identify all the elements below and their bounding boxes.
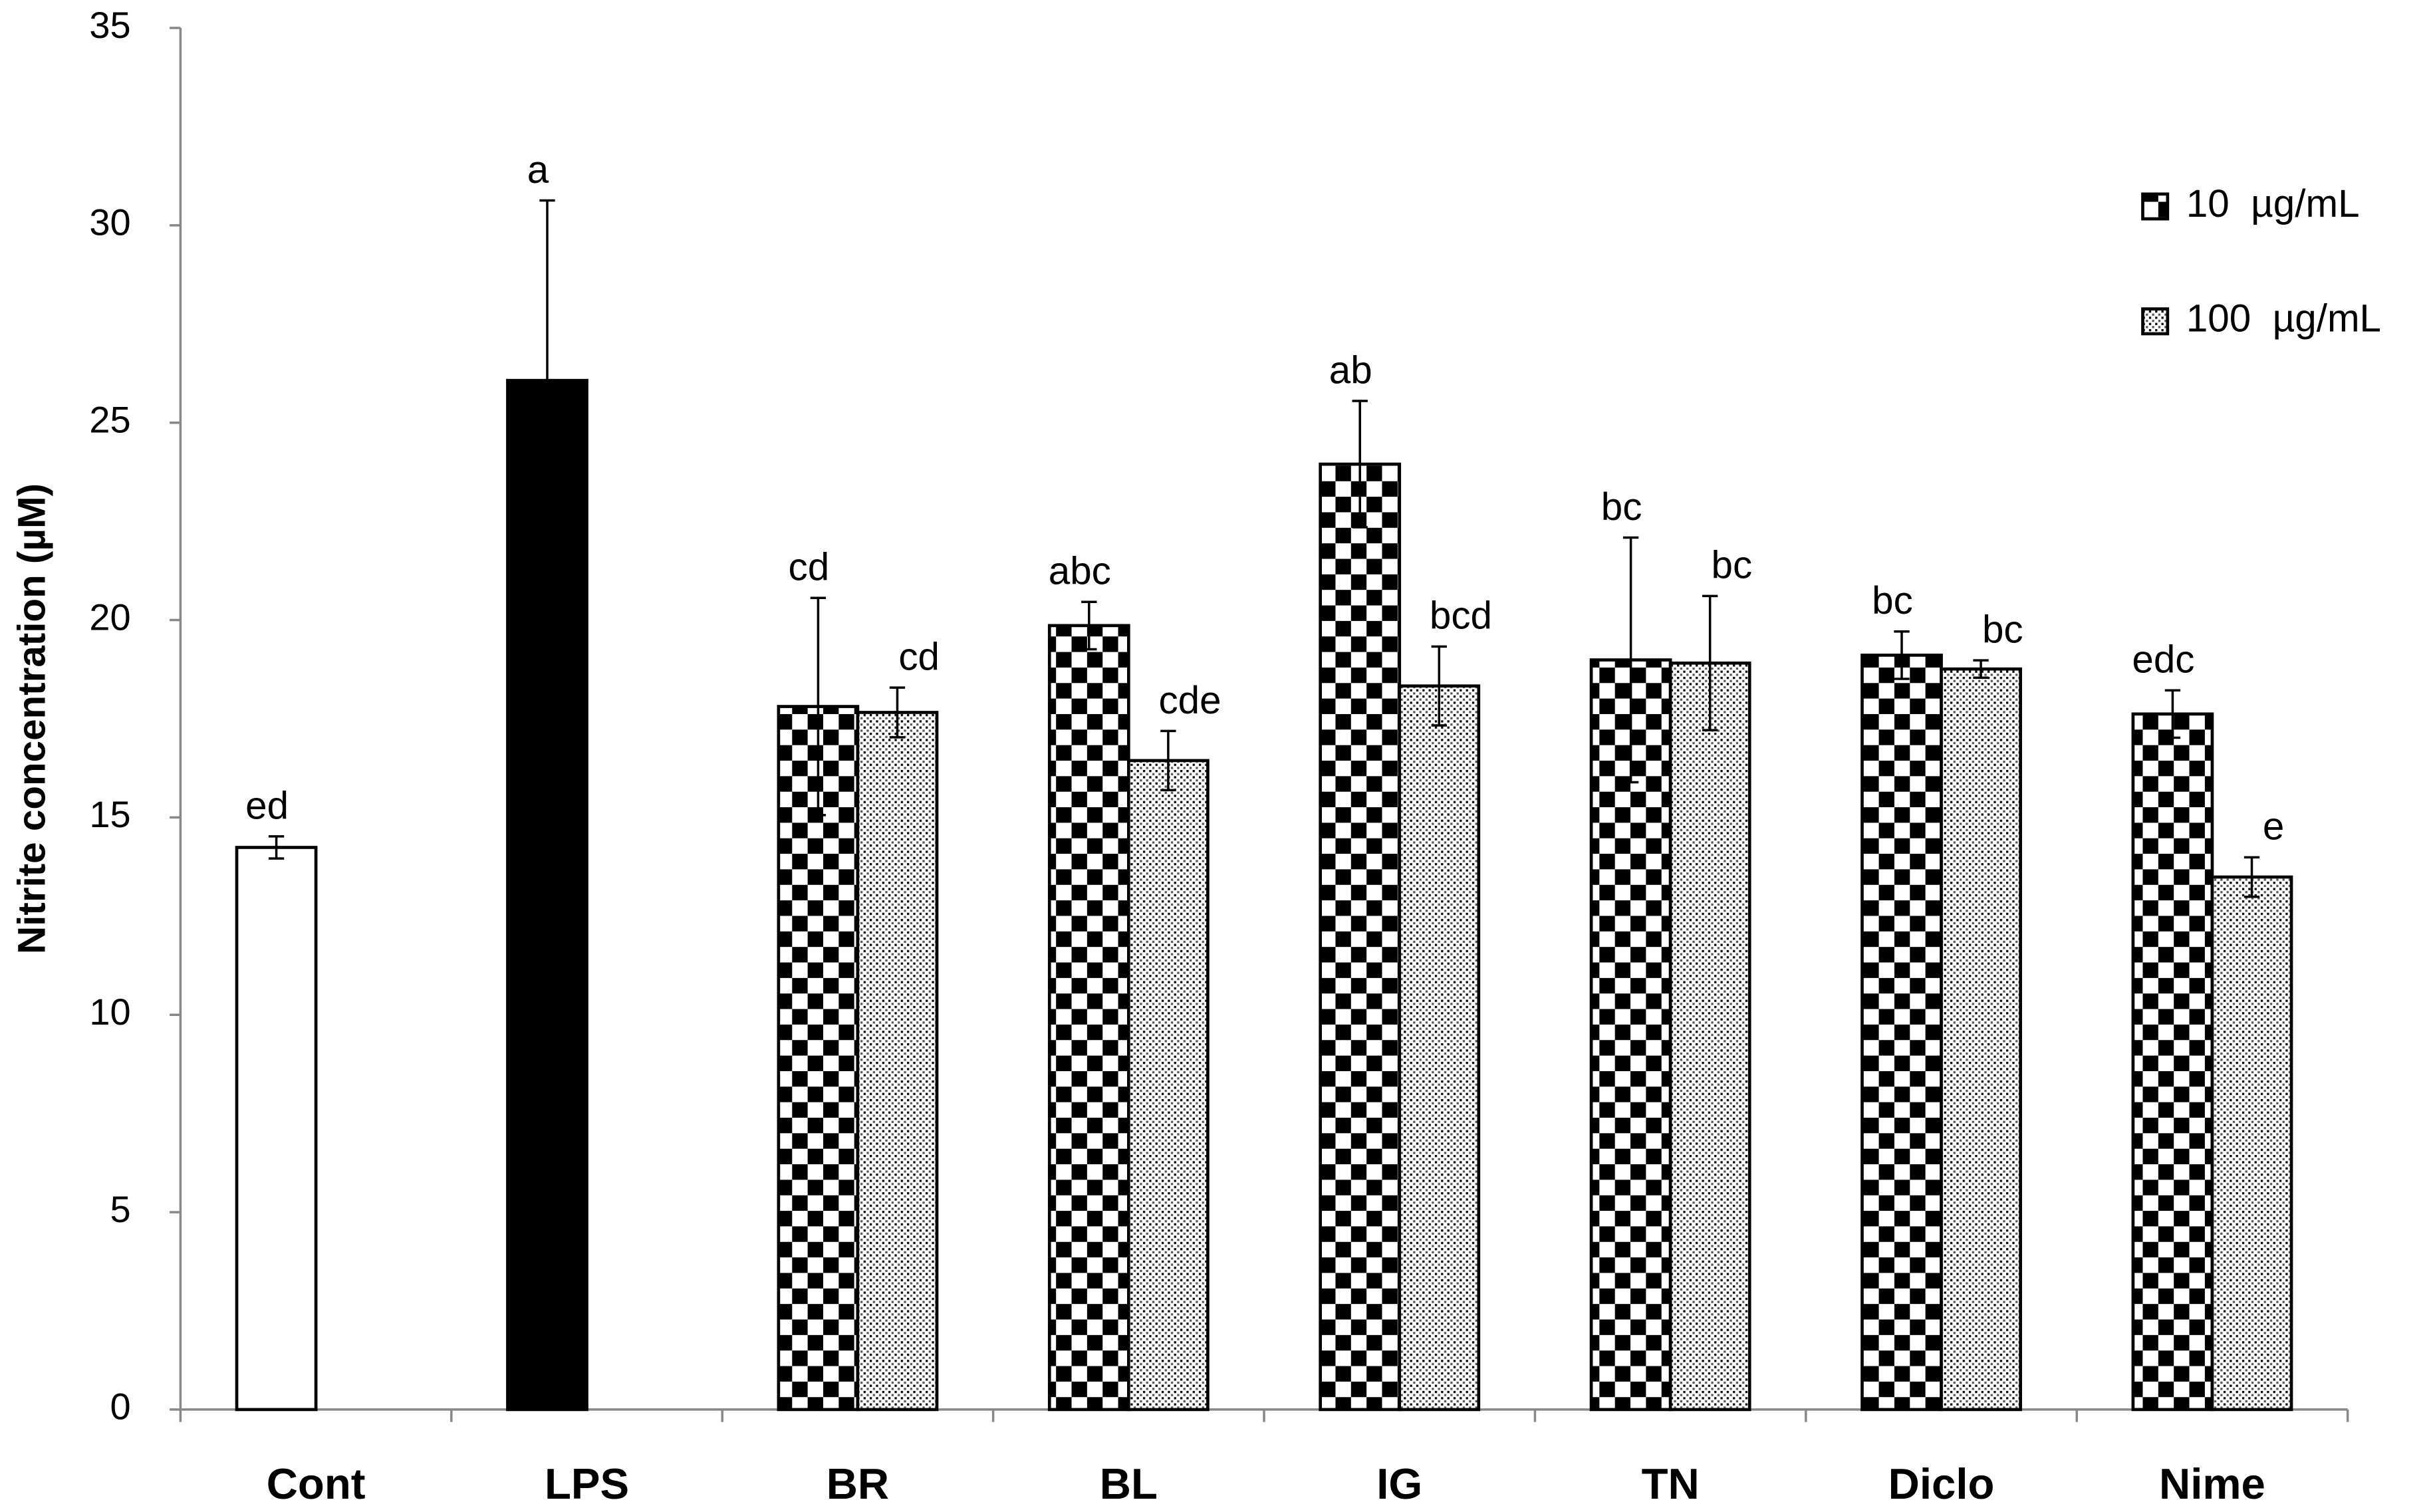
significance-label: cd — [789, 546, 830, 589]
significance-label: cd — [898, 635, 940, 678]
legend-swatch — [2141, 192, 2170, 221]
x-tick-label: Nime — [2159, 1459, 2265, 1508]
significance-label: a — [527, 148, 549, 191]
error-bar — [1160, 729, 1176, 792]
y-tick-label: 25 — [89, 399, 130, 441]
bar — [1047, 624, 1130, 1412]
bar — [856, 711, 939, 1412]
error-bar — [1894, 630, 1910, 680]
error-bar — [2243, 856, 2260, 898]
y-tick-label: 10 — [89, 991, 130, 1033]
significance-label: bc — [1872, 579, 1913, 622]
bar — [235, 846, 318, 1412]
y-tick-label: 0 — [110, 1386, 131, 1428]
error-bar — [889, 686, 906, 739]
y-tick-label: 30 — [89, 201, 130, 243]
error-bar — [1973, 659, 1989, 679]
x-tick-label: TN — [1642, 1459, 1700, 1508]
bar — [777, 705, 860, 1412]
bar — [1319, 462, 1402, 1412]
x-tick-label: Cont — [267, 1459, 366, 1508]
x-tick-label: Diclo — [1888, 1459, 1995, 1508]
legend-label: 10 µg/mL — [2186, 182, 2360, 225]
error-bar — [1081, 600, 1097, 651]
x-tick-label: BR — [827, 1459, 889, 1508]
bar — [1398, 684, 1481, 1412]
y-tick-label: 35 — [89, 4, 130, 46]
significance-label: ed — [245, 784, 289, 827]
y-tick-label: 20 — [89, 596, 130, 638]
bar — [2131, 712, 2214, 1412]
significance-label: bc — [1601, 485, 1642, 529]
bar — [2210, 875, 2293, 1412]
significance-label: ab — [1329, 348, 1372, 392]
error-bar — [810, 596, 827, 817]
y-tick-label: 5 — [110, 1188, 131, 1230]
significance-label: abc — [1049, 550, 1111, 593]
x-tick-label: IG — [1376, 1459, 1422, 1508]
bar — [1940, 667, 2022, 1412]
y-axis-title: Nitrite concentration (µM) — [10, 483, 53, 954]
legend-swatch — [2141, 307, 2170, 336]
x-tick-label: LPS — [545, 1459, 629, 1508]
y-tick-label: 15 — [89, 793, 130, 835]
significance-label: e — [2263, 805, 2284, 848]
error-bar — [1431, 645, 1447, 727]
error-bar — [539, 199, 555, 562]
error-bar — [1352, 400, 1368, 529]
error-bar — [2164, 689, 2181, 739]
significance-label: bcd — [1430, 594, 1492, 638]
error-bar — [1622, 536, 1639, 784]
bar — [1127, 759, 1210, 1412]
x-tick-label: BL — [1100, 1459, 1158, 1508]
bar — [1860, 654, 1943, 1412]
bar — [1668, 661, 1751, 1412]
significance-label: bc — [1712, 544, 1753, 587]
significance-label: edc — [2132, 638, 2194, 682]
bar — [1589, 658, 1672, 1412]
legend-label: 100 µg/mL — [2186, 297, 2381, 340]
significance-label: cde — [1159, 679, 1221, 722]
error-bar — [1702, 594, 1718, 731]
significance-label: bc — [1982, 608, 2023, 651]
error-bar — [268, 835, 285, 860]
